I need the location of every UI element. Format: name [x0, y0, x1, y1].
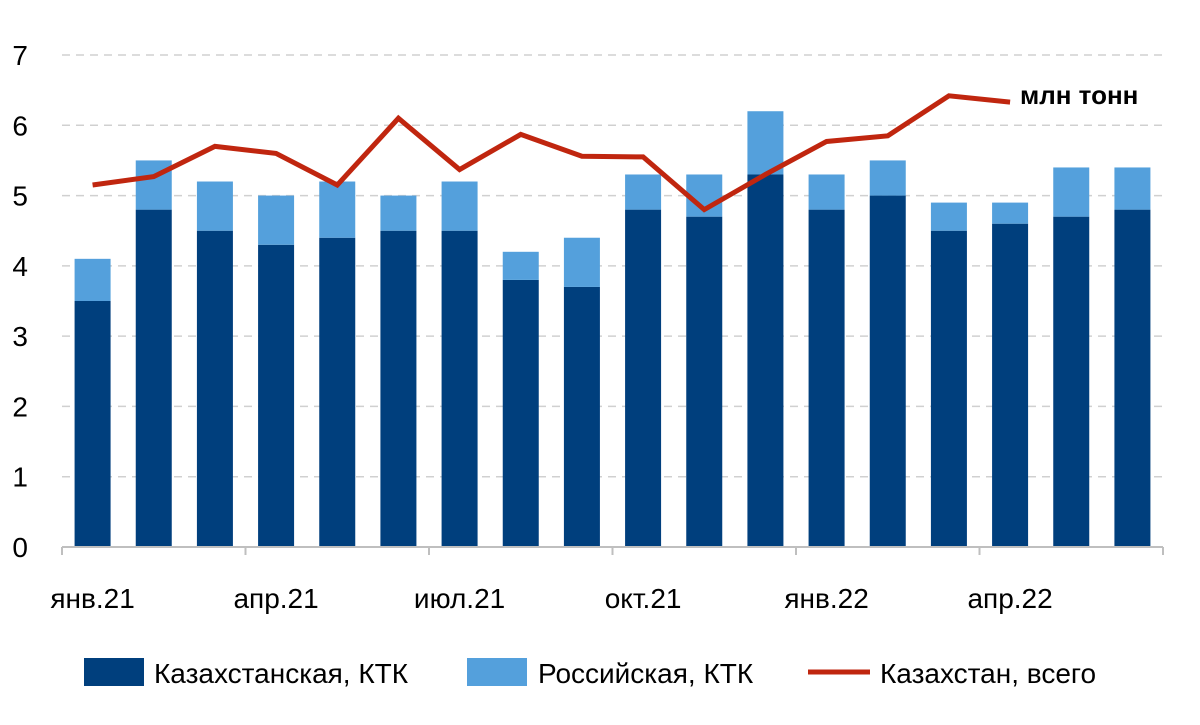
axes: 0 1 2 3 4 5 6 7 янв.21 апр.21 июл.21 окт.21 янв.22 ап…: [12, 40, 1164, 614]
bar-kazakh: [135, 209, 172, 547]
bar-kazakh: [380, 230, 417, 547]
bar-russian: [625, 174, 662, 210]
x-tick-label: апр.21: [233, 583, 318, 614]
legend-label-total: Казахстан, всего: [880, 658, 1096, 689]
bar-russian: [196, 181, 233, 231]
bar-russian: [1053, 167, 1090, 217]
legend-swatch-russian: [467, 658, 527, 686]
bar-russian: [747, 111, 784, 175]
bar-kazakh: [992, 223, 1029, 547]
bar-russian: [1114, 167, 1151, 210]
y-tick-label: 3: [12, 321, 28, 352]
line-series: [92, 93, 1011, 213]
bar-kazakh: [563, 286, 600, 547]
legend-label-kazakh: Казахстанская, КТК: [154, 658, 409, 689]
y-tick-label: 1: [12, 462, 28, 493]
gridlines: [62, 54, 1163, 478]
x-tick-label: янв.21: [50, 583, 134, 614]
y-tick-label: 6: [12, 110, 28, 141]
bar-kazakh: [930, 230, 967, 547]
bars: [74, 111, 1151, 548]
bar-kazakh: [808, 209, 845, 547]
bar-kazakh: [258, 244, 295, 547]
bar-russian: [563, 237, 600, 287]
bar-kazakh: [747, 174, 784, 547]
bar-russian: [808, 174, 845, 210]
bar-russian: [992, 202, 1029, 224]
bar-russian: [441, 181, 478, 231]
bar-russian: [502, 251, 539, 280]
legend-label-russian: Российская, КТК: [538, 658, 754, 689]
bar-kazakh: [441, 230, 478, 547]
y-tick-label: 4: [12, 251, 28, 282]
bar-kazakh: [1053, 216, 1090, 547]
bar-kazakh: [686, 216, 723, 547]
x-tick-label: окт.21: [605, 583, 682, 614]
y-tick-label: 0: [12, 532, 28, 563]
bar-russian: [74, 258, 111, 301]
y-tick-label: 5: [12, 181, 28, 212]
bar-russian: [319, 181, 356, 238]
bar-russian: [258, 195, 295, 245]
bar-russian: [869, 160, 906, 196]
x-tick-label: апр.22: [967, 583, 1052, 614]
y-tick-label: 2: [12, 391, 28, 422]
bar-kazakh: [1114, 209, 1151, 547]
bar-russian: [380, 195, 417, 231]
bar-kazakh: [869, 195, 906, 548]
line-kazakhstan-total: [92, 93, 1011, 213]
bar-kazakh: [319, 237, 356, 547]
y-tick-label: 7: [12, 40, 28, 71]
x-tick-label: янв.22: [784, 583, 868, 614]
bar-kazakh: [74, 301, 111, 547]
bar-kazakh: [502, 279, 539, 547]
x-tick-label: июл.21: [414, 583, 505, 614]
bar-kazakh: [196, 230, 233, 547]
bar-russian: [930, 202, 967, 231]
bar-kazakh: [625, 209, 662, 547]
legend-swatch-kazakh: [84, 658, 144, 686]
unit-label: млн тонн: [1020, 80, 1138, 110]
legend: Казахстанская, КТК Российская, КТК Казах…: [84, 658, 1096, 689]
